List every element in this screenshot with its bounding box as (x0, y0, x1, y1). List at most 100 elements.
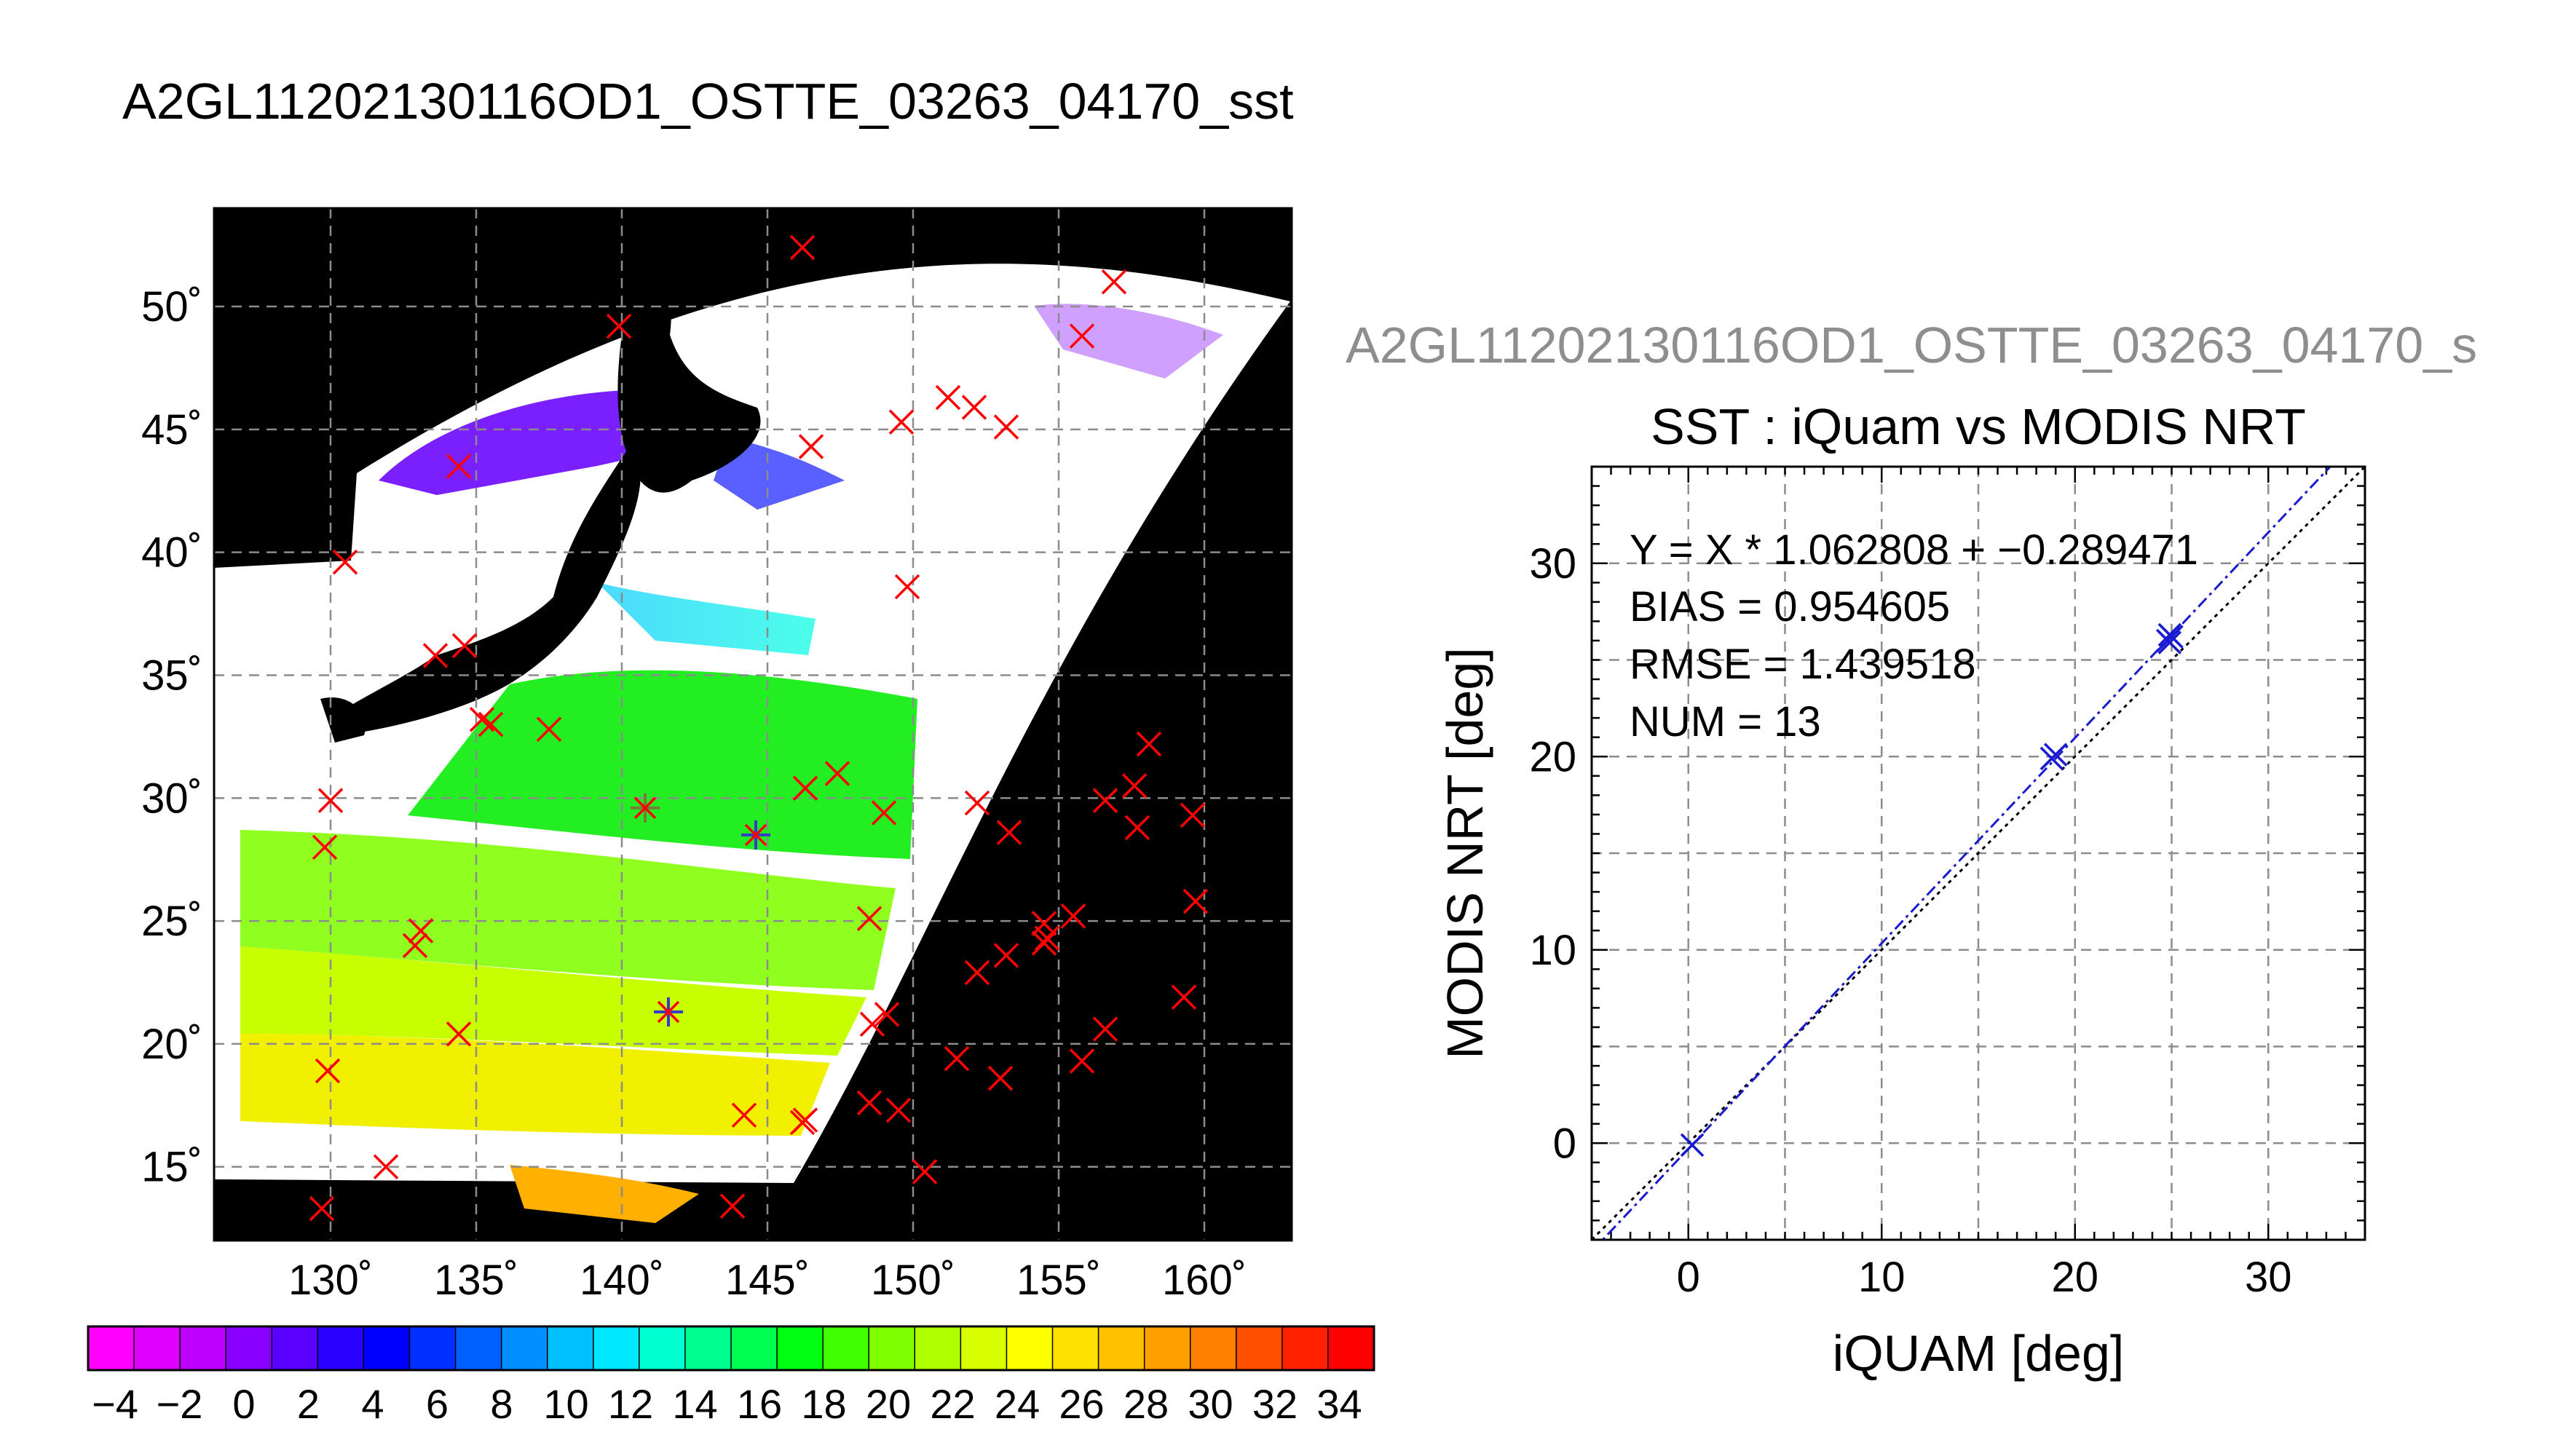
map-marker (824, 761, 850, 786)
map-y-tick-label: 45˚ (141, 406, 202, 454)
colorbar-tick-label: 26 (1059, 1381, 1104, 1427)
y-tick-label: 30 (1529, 540, 1576, 587)
map-marker (935, 384, 961, 411)
sst-band-purple (1034, 304, 1223, 379)
map-marker (1060, 903, 1086, 929)
map-marker (856, 906, 882, 931)
scatter-point (2155, 628, 2180, 653)
colorbar: −4 −2 0 2 4 6 8 10 12 14 16 18 20 22 24 26 28 30 32 34 (87, 1325, 1375, 1427)
sst-map: 130˚ 135˚ 140˚ 145˚ 150˚ 155˚ 160˚ 15˚ 20˚ 25˚ 30˚… (141, 207, 1293, 1304)
colorbar-tick-label: 8 (490, 1381, 513, 1427)
map-marker (798, 434, 824, 459)
map-marker (1121, 773, 1148, 799)
map-marker (719, 1193, 746, 1219)
colorbar-cell (960, 1326, 1008, 1371)
map-marker (993, 943, 1019, 968)
map-marker (792, 1107, 818, 1133)
colorbar-tick-label: 20 (866, 1381, 911, 1427)
map-marker (874, 1002, 900, 1027)
colorbar-cell (317, 1326, 365, 1371)
colorbar-cell (179, 1326, 227, 1371)
scatter-header: A2GL11202130116OD1_OSTTE_03263_04170_s (1346, 317, 2477, 373)
map-y-tick-label: 20˚ (141, 1021, 202, 1068)
x-tick-label: 0 (1677, 1254, 1700, 1301)
map-marker (912, 1159, 938, 1184)
map-marker (1031, 930, 1057, 956)
map-marker (1069, 323, 1095, 349)
map-marker (402, 933, 428, 959)
map-marker (789, 234, 816, 261)
colorbar-frame (87, 1325, 1375, 1372)
colorbar-cell (1236, 1326, 1284, 1371)
colorbar-cell (500, 1326, 548, 1371)
colorbar-tick-label: 14 (672, 1381, 717, 1427)
map-marker (731, 1102, 757, 1128)
scatter-frame (1590, 465, 2366, 1241)
colorbar-cell (868, 1326, 916, 1371)
map-matched-point (741, 820, 770, 850)
map-marker (964, 960, 990, 986)
colorbar-tick-label: 2 (297, 1381, 320, 1427)
map-marker (1069, 1048, 1095, 1074)
land-sakhalin-hokkaido (617, 218, 761, 493)
x-tick-label: 20 (2051, 1254, 2098, 1301)
map-marker (446, 454, 472, 479)
colorbar-cell (639, 1326, 687, 1371)
map-marker (888, 409, 915, 435)
colorbar-cell (1143, 1326, 1191, 1371)
map-x-tick-label: 135˚ (434, 1257, 518, 1304)
map-marker (1101, 269, 1127, 295)
map-marker (373, 1154, 399, 1179)
colorbar-tick-label: −4 (92, 1381, 138, 1427)
annotation-fit-equation: Y = X * 1.062808 + −0.289471 (1630, 526, 2198, 574)
colorbar-cell (1282, 1326, 1330, 1371)
colorbar-cell (1327, 1326, 1375, 1371)
colorbar-cell (546, 1326, 595, 1371)
colorbar-cell (1097, 1326, 1145, 1371)
map-marker (885, 1097, 912, 1123)
colorbar-cell (87, 1326, 135, 1371)
map-axis-labels: 130˚ 135˚ 140˚ 145˚ 150˚ 155˚ 160˚ 15˚ 20˚ 25˚ 30˚… (141, 283, 1247, 1304)
map-marker (993, 414, 1019, 440)
map-marker (944, 1045, 970, 1072)
map-x-tick-label: 150˚ (871, 1257, 955, 1304)
colorbar-tick-label: 0 (232, 1381, 255, 1427)
map-x-tick-label: 130˚ (288, 1257, 373, 1304)
map-x-tick-label: 155˚ (1016, 1257, 1101, 1304)
colorbar-cell (730, 1326, 778, 1371)
map-marker (792, 775, 818, 802)
map-x-tick-label: 160˚ (1162, 1257, 1247, 1304)
map-marker (987, 1065, 1014, 1091)
map-marker (309, 1195, 335, 1222)
map-marker (964, 790, 990, 816)
sst-band-yellowgreen (240, 946, 866, 1056)
map-marker (1171, 984, 1197, 1010)
map-marker (408, 918, 434, 943)
colorbar-tick-label: 30 (1188, 1381, 1233, 1427)
fit-line (1601, 467, 2332, 1240)
x-axis-label: iQUAM [deg] (1833, 1325, 2125, 1382)
colorbar-tick-label: 4 (361, 1381, 384, 1427)
map-marker (871, 800, 897, 826)
chart-title: SST : iQuam vs MODIS NRT (1651, 398, 2306, 455)
colorbar-cell (1189, 1326, 1238, 1371)
page-title: A2GL11202130116OD1_OSTTE_03263_04170_sst (122, 73, 1294, 130)
map-marker (422, 643, 449, 668)
colorbar-tick-label: 12 (608, 1381, 653, 1427)
sst-band-orange (510, 1165, 699, 1223)
colorbar-cell (684, 1326, 732, 1371)
x-tick-label: 10 (1858, 1254, 1906, 1301)
map-x-tick-label: 145˚ (725, 1257, 810, 1304)
map-matched-points (631, 793, 770, 1027)
colorbar-cell (1051, 1326, 1099, 1371)
map-marker (1031, 911, 1057, 936)
map-markers (309, 234, 1209, 1222)
map-marker (469, 707, 495, 732)
sst-band-yellow (240, 1034, 830, 1136)
map-marker (332, 549, 358, 575)
map-marker (451, 633, 478, 659)
colorbar-cell (914, 1326, 962, 1371)
y-axis-label: MODIS NRT [deg] (1437, 647, 1493, 1059)
colorbar-cell (822, 1326, 870, 1371)
stats-annotations: Y = X * 1.062808 + −0.289471 BIAS = 0.95… (1630, 526, 2198, 745)
